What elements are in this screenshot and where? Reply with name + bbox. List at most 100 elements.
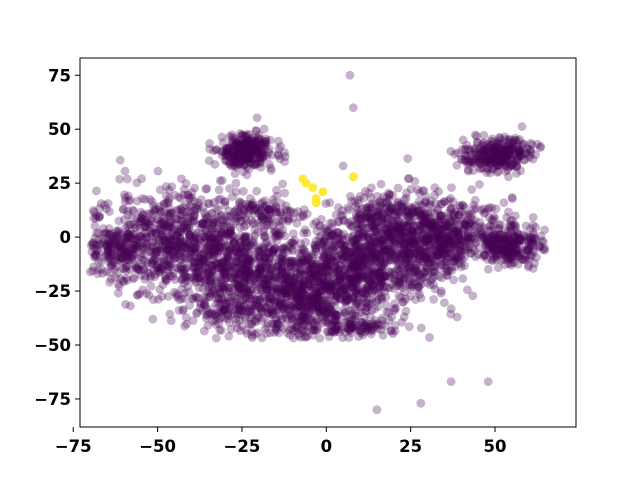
data-point [201,245,211,255]
data-point [242,243,252,253]
data-point [172,245,182,255]
data-point [212,145,221,154]
data-point [93,245,103,255]
data-point [149,247,159,257]
y-tick-label: −75 [34,390,71,409]
data-point [169,254,178,264]
data-point [165,211,175,220]
data-point [405,283,415,293]
data-point [205,281,214,290]
data-point [152,261,162,271]
data-point [218,264,228,274]
data-point [220,196,230,206]
data-point [231,178,241,188]
data-point [183,227,193,236]
data-point [164,260,174,270]
data-point [259,215,269,224]
data-point [149,295,158,305]
data-point [180,220,189,230]
data-point [124,255,134,265]
data-point [173,248,183,258]
data-point [100,200,109,210]
data-point [191,202,201,212]
data-point [211,333,221,343]
data-point [142,218,151,228]
data-point [96,199,106,208]
data-point [174,240,184,250]
data-point [262,329,272,338]
data-point [159,215,169,225]
data-point [247,201,257,210]
data-point [159,257,169,267]
data-point [185,246,195,256]
data-point [172,229,182,239]
data-point [331,210,341,220]
data-point [226,227,235,237]
data-point [463,166,473,176]
data-point [159,199,169,208]
data-point [182,272,192,282]
data-point [109,244,118,254]
data-point [137,216,147,225]
data-point [207,265,217,275]
data-point [250,277,260,287]
data-point [197,219,207,229]
data-point [211,260,220,270]
data-point [162,220,171,230]
data-point [192,204,201,214]
data-point [206,268,216,278]
data-point [204,156,214,166]
data-point [156,230,166,239]
data-point [394,291,404,301]
data-point [218,256,228,266]
data-point [127,213,137,223]
data-point [275,266,284,275]
data-point [192,239,202,249]
data-point [361,252,371,262]
data-point [460,156,470,166]
data-point [298,210,308,220]
data-point [121,247,130,257]
data-point [129,230,139,240]
data-point [532,252,541,262]
data-point [200,263,210,272]
data-point [210,237,220,247]
data-point [140,271,150,281]
x-axis: −75 −50 −25 0 25 50 [55,427,507,456]
data-point [210,230,220,240]
data-point [152,263,162,273]
data-point [157,265,167,275]
data-point [131,236,141,245]
highlight-point [298,174,308,184]
data-point [138,285,148,295]
data-point [201,184,211,194]
data-point [196,254,206,263]
data-point [129,240,139,250]
data-point [241,241,251,250]
data-point [224,331,234,341]
data-point [172,206,182,216]
data-point [96,239,105,249]
data-point [125,249,135,259]
data-point [316,214,326,224]
data-point [135,216,145,226]
data-point [195,249,204,259]
data-point [193,273,203,282]
data-point [209,218,219,227]
data-point [206,233,216,243]
data-point [272,185,281,195]
data-point [277,253,286,263]
data-point [181,200,191,210]
data-point [151,247,161,257]
data-point [88,238,98,247]
data-point [155,220,165,230]
data-point [120,190,129,200]
data-point [162,274,172,284]
data-point [179,222,189,232]
data-point [168,238,177,247]
data-point [167,222,177,232]
data-point [161,221,170,231]
data-point [477,230,487,240]
data-point [178,223,188,233]
data-point [144,218,154,227]
